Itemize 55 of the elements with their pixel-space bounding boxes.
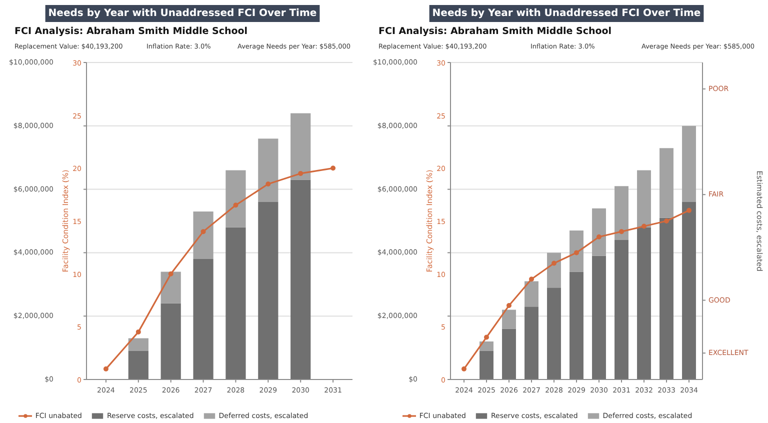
point: [200, 229, 206, 234]
chart-subtitle: FCI Analysis: Abraham Smith Middle School: [14, 26, 248, 37]
point: [686, 208, 692, 213]
bar: [637, 170, 651, 228]
bar: [480, 341, 494, 351]
point: [619, 229, 624, 234]
bar: [502, 328, 516, 380]
bar: [570, 230, 584, 272]
point: [664, 218, 669, 224]
bar: [258, 138, 278, 202]
bar: [128, 338, 148, 351]
point: [506, 303, 512, 308]
bar: [193, 259, 214, 380]
chart-subtitle: FCI Analysis: Abraham Smith Middle School: [378, 26, 612, 37]
bar: [290, 113, 311, 180]
bar: [193, 211, 214, 260]
bar: [226, 170, 246, 228]
bar: [614, 186, 628, 240]
chart-title: Needs by Year with Unaddressed FCI Over Time: [432, 8, 701, 19]
point: [136, 329, 141, 334]
point: [233, 202, 238, 208]
bar: [226, 227, 246, 380]
bar: [502, 310, 516, 329]
bar: [290, 180, 311, 380]
point: [462, 366, 466, 372]
point: [529, 276, 534, 282]
bar: [592, 256, 606, 380]
bar: [637, 227, 651, 380]
bar: [660, 148, 674, 218]
bar: [258, 202, 278, 380]
bar: [128, 350, 148, 380]
bar: [547, 252, 561, 288]
point: [574, 250, 579, 256]
point: [330, 166, 336, 171]
point: [552, 260, 556, 266]
chart-title: Needs by Year with Unaddressed FCI Over Time: [48, 8, 317, 19]
bar: [682, 202, 696, 380]
bar: [660, 218, 674, 380]
bar: [570, 272, 584, 380]
point: [168, 271, 174, 276]
point: [266, 182, 271, 187]
bar: [480, 350, 494, 380]
point: [642, 224, 646, 229]
bar: [524, 281, 538, 307]
bar: [682, 126, 696, 202]
bar: [547, 288, 561, 380]
bar: [614, 240, 628, 380]
point: [298, 170, 304, 176]
bar: [524, 306, 538, 380]
point: [596, 234, 602, 240]
point: [103, 366, 108, 372]
bar: [160, 303, 181, 380]
bar: [592, 208, 606, 256]
point: [484, 334, 489, 340]
bar: [160, 272, 181, 304]
